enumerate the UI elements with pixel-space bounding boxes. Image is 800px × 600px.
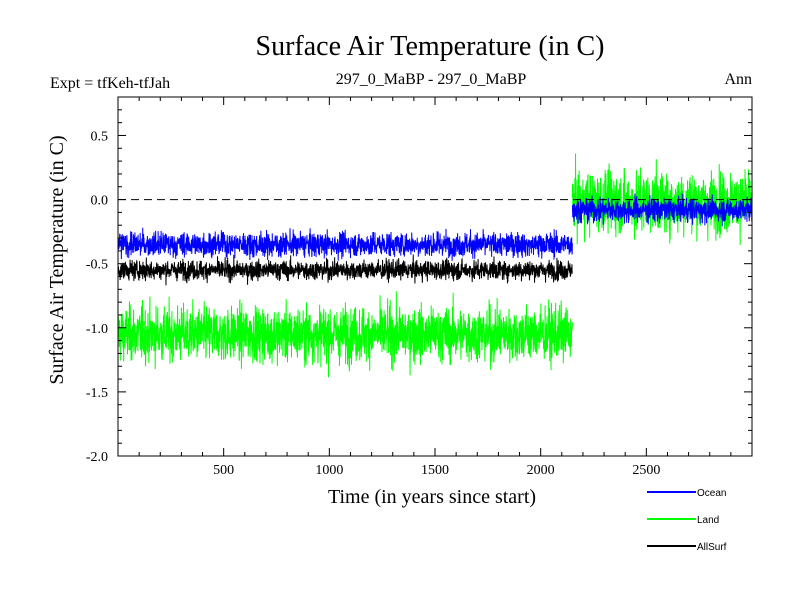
legend-label-land: Land xyxy=(697,515,719,526)
x-tick-label: 1500 xyxy=(421,463,449,478)
series-line-allsurf-0 xyxy=(118,254,573,286)
x-tick-label: 2000 xyxy=(527,463,555,478)
axes: 500 1000 1500 2000 2500 0.5 0.0 -0.5 -1.0 -1.5 -2.… xyxy=(86,96,753,478)
x-tick-label: 1000 xyxy=(315,463,343,478)
legend-label-allsurf: AllSurf xyxy=(697,542,727,553)
series-line-ocean-1 xyxy=(571,193,752,227)
y-axis-label: Surface Air Temperature (in C) xyxy=(46,135,68,384)
y-tick-label: -1.5 xyxy=(86,386,108,401)
x-tick-label: 500 xyxy=(213,463,234,478)
series-line-ocean-0 xyxy=(118,227,573,261)
experiment-label: Expt = tfKeh-tfJah xyxy=(50,75,170,92)
plot-area xyxy=(118,153,752,378)
chart-title: Surface Air Temperature (in C) xyxy=(256,31,605,62)
season-label: Ann xyxy=(724,71,752,88)
y-tick-label: 0.0 xyxy=(91,194,109,209)
legend-label-ocean: Ocean xyxy=(697,488,726,499)
x-axis-label: Time (in years since start) xyxy=(328,486,536,508)
y-tick-label: 0.5 xyxy=(91,129,109,144)
period-label: 297_0_MaBP - 297_0_MaBP xyxy=(336,71,527,88)
y-tick-label: -1.0 xyxy=(86,322,108,337)
x-tick-label: 2500 xyxy=(632,463,660,478)
series-line-land-0 xyxy=(118,291,573,378)
y-tick-label: -2.0 xyxy=(86,450,108,465)
y-tick-label: -0.5 xyxy=(86,258,108,273)
legend: Ocean Land AllSurf xyxy=(647,488,727,553)
